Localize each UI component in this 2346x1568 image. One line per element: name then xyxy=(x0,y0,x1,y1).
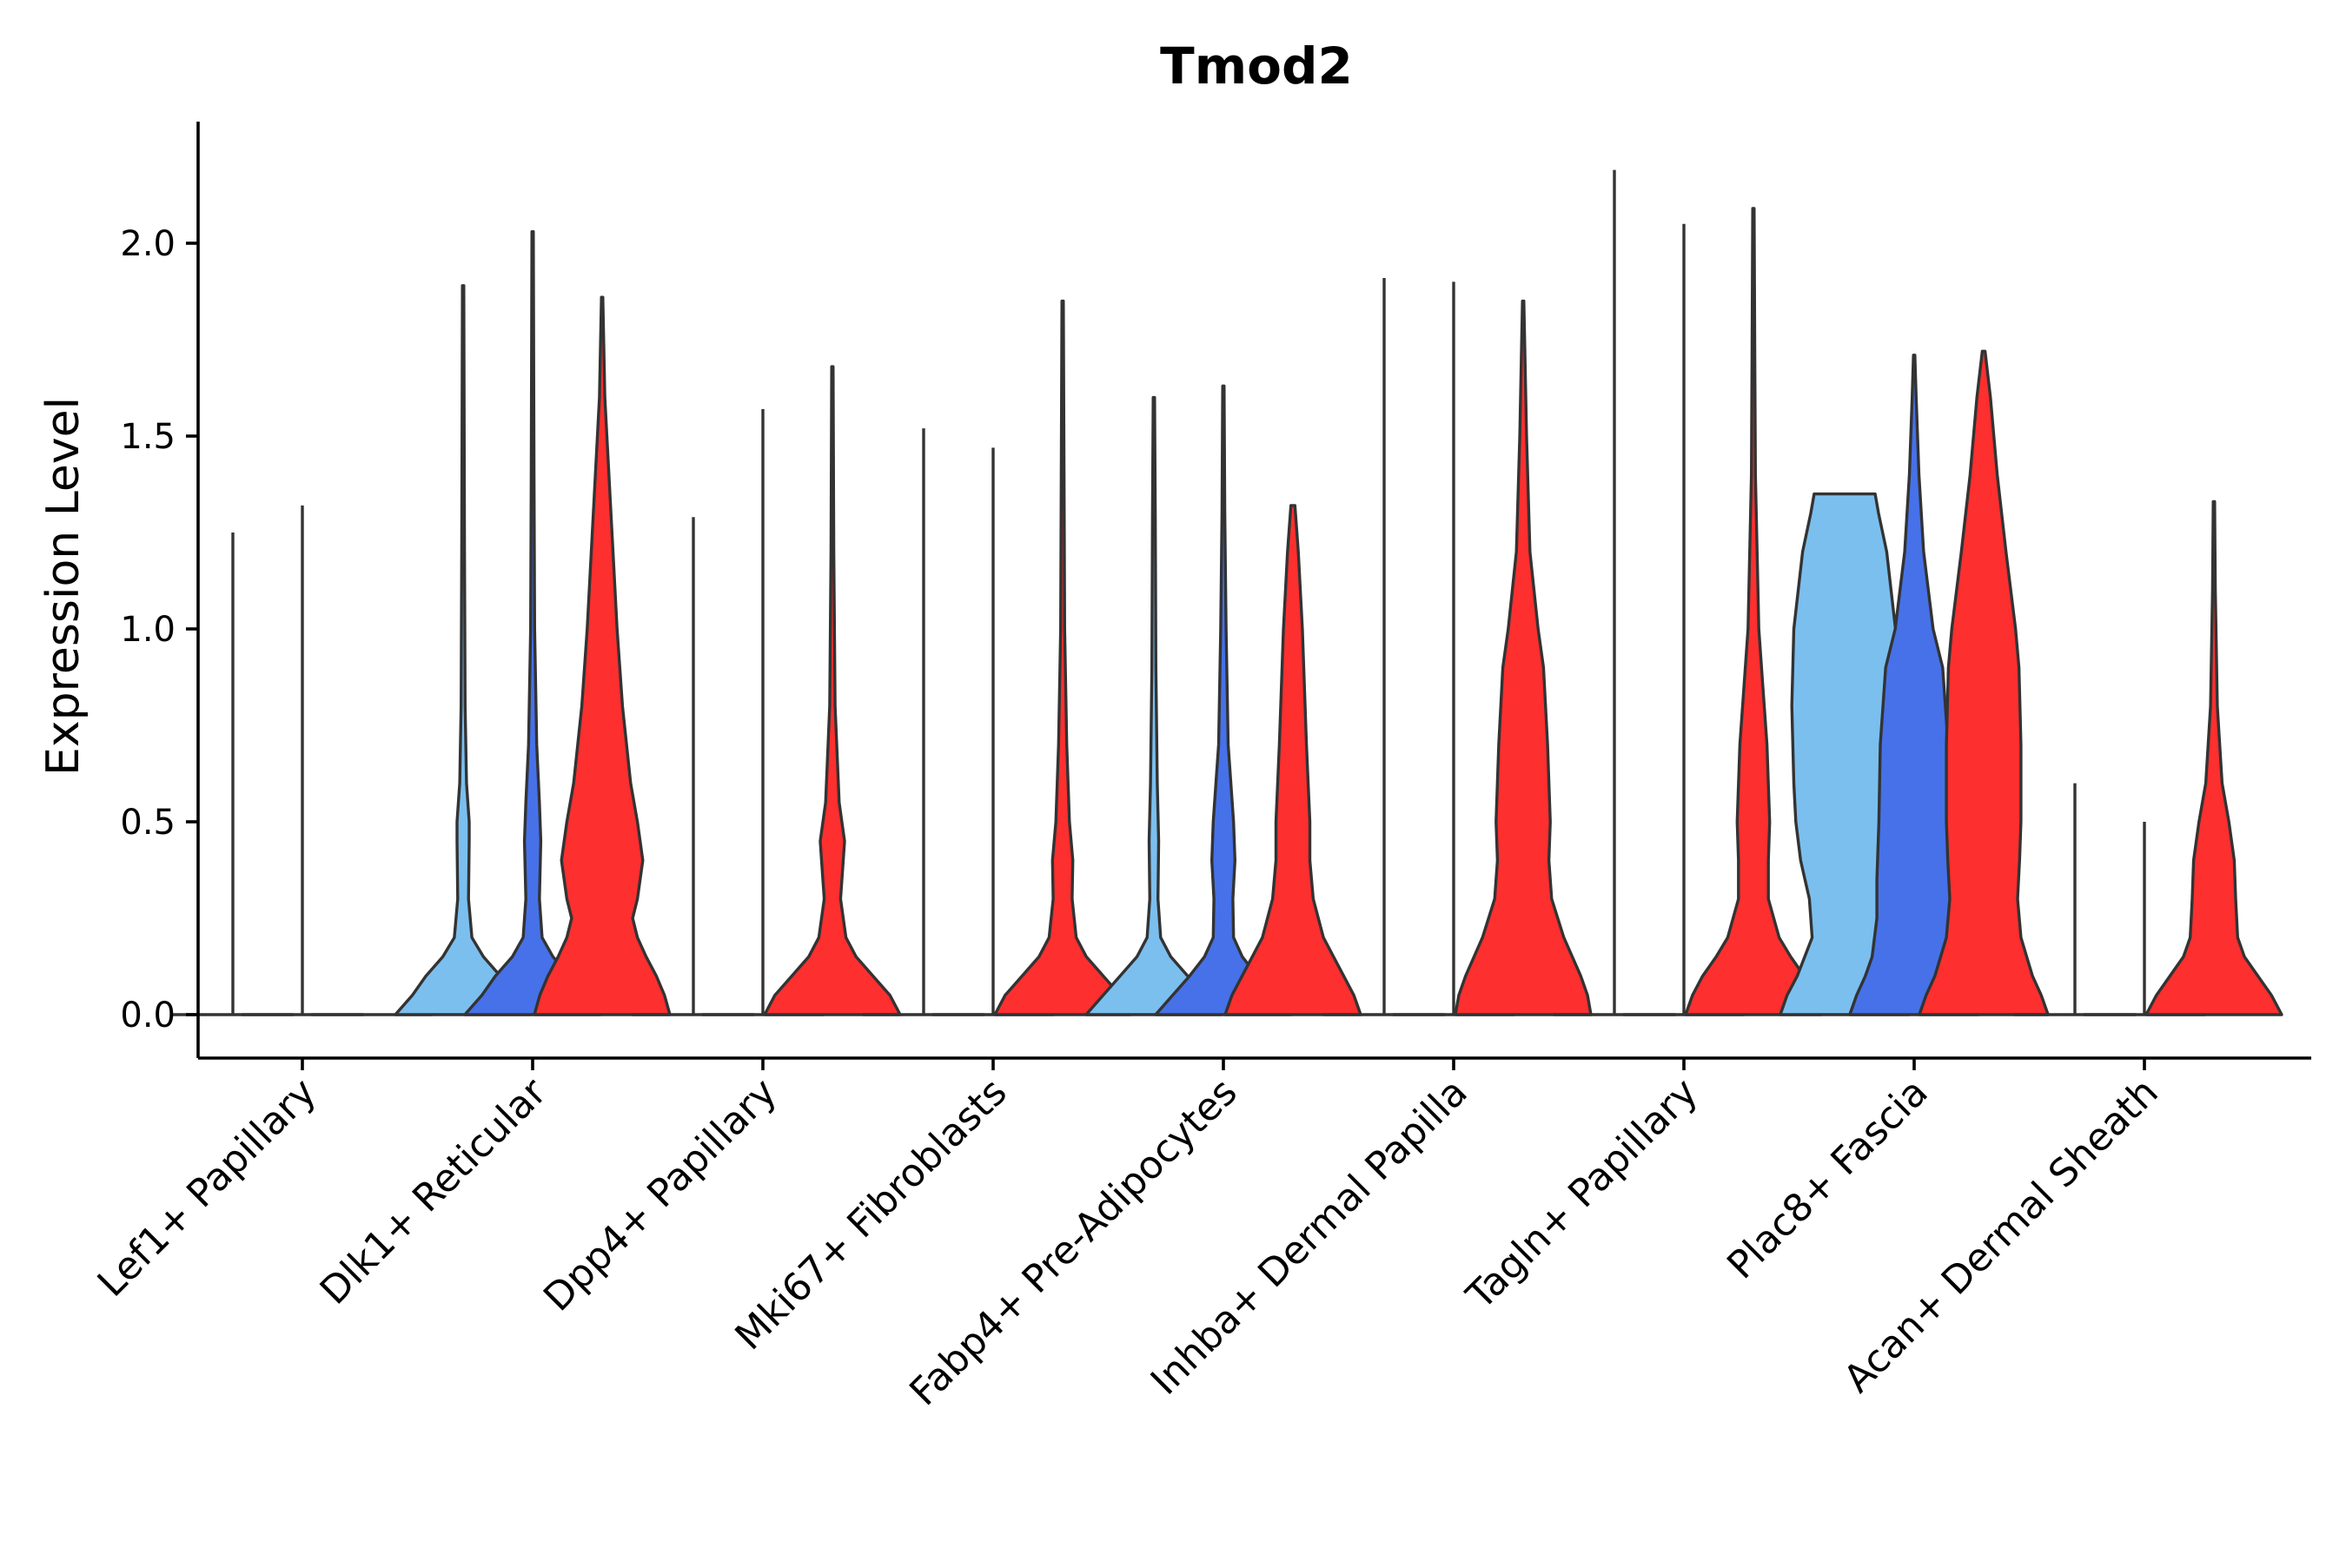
x-tick-label: Dpp4+ Papillary xyxy=(535,1070,785,1320)
violin-9-condition-3 xyxy=(2144,500,2283,1016)
chart-title: Tmod2 xyxy=(1160,36,1353,96)
x-tick-label: Tagln+ Papillary xyxy=(1458,1070,1706,1319)
violin-4-condition-3 xyxy=(993,299,1132,1016)
x-tick-label: Dlk1+ Reticular xyxy=(312,1069,556,1313)
violin-5-condition-3 xyxy=(1223,504,1362,1016)
y-tick-label: 1.0 xyxy=(120,610,176,650)
violin-5-condition-1 xyxy=(1084,395,1223,1016)
x-tick-label: Plac8+ Fascia xyxy=(1719,1070,1937,1288)
violin-2-condition-2 xyxy=(463,230,602,1016)
violin-2-condition-3 xyxy=(533,295,672,1016)
y-tick-label: 1.5 xyxy=(120,417,176,457)
violin-5-condition-2 xyxy=(1154,384,1293,1016)
x-tick-label: Lef1+ Papillary xyxy=(89,1070,325,1306)
y-tick-label: 0.0 xyxy=(120,996,176,1035)
violin-3-condition-3 xyxy=(763,365,902,1016)
violin-6-condition-3 xyxy=(1454,299,1593,1016)
y-tick-label: 2.0 xyxy=(120,224,176,264)
plot-area xyxy=(172,169,2283,1016)
y-axis-title: Expression Level xyxy=(37,397,89,776)
violin-7-condition-3 xyxy=(1684,207,1823,1016)
violin-8-condition-3 xyxy=(1918,349,2050,1016)
violin-2-condition-1 xyxy=(394,284,533,1016)
y-tick-label: 0.5 xyxy=(120,803,176,843)
